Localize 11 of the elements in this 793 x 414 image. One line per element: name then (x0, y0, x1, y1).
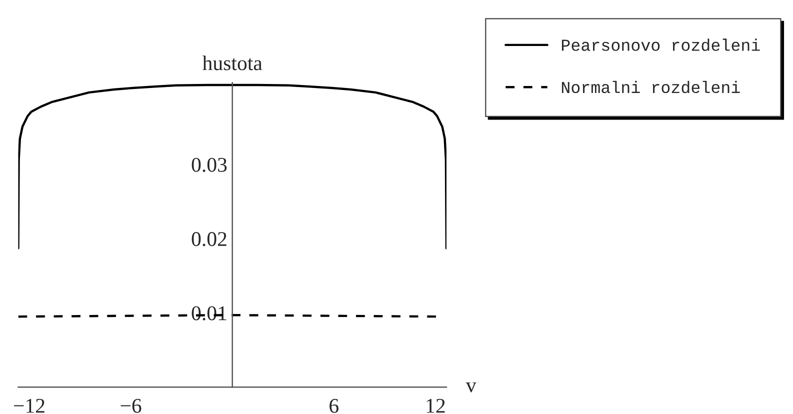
x-tick-label: −6 (120, 398, 142, 413)
legend-label: Pearsonovo rozdeleni (562, 38, 760, 51)
x-tick-label: 12 (426, 398, 445, 413)
x-tick-label: 6 (330, 398, 338, 413)
y-tick-label: 0.02 (192, 232, 226, 246)
x-axis-title: v (466, 382, 476, 392)
line-series (18, 84, 446, 250)
x-tick-label: −12 (14, 398, 44, 413)
y-tick-label: 0.03 (192, 158, 227, 172)
y-axis-title: hustota (202, 56, 262, 70)
legend-label: Normalni rozdeleni (562, 80, 740, 94)
